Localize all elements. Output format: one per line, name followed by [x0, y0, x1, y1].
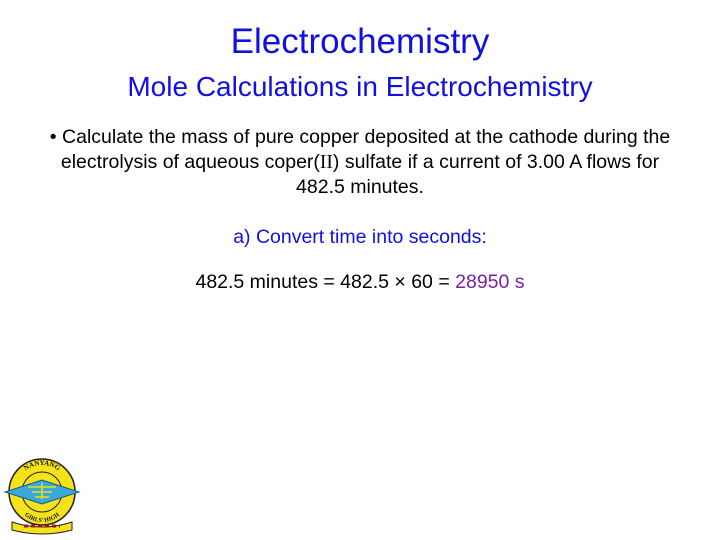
slide-subtitle: Mole Calculations in Electrochemistry [127, 71, 593, 102]
question-part2: ) sulfate if a current of 3.00 A flows f… [296, 151, 660, 198]
roman-numeral: II [319, 152, 333, 173]
school-logo: NANYANG GIRLS' HIGH [3, 458, 81, 535]
bullet-icon: • [49, 126, 57, 148]
step-label: a) Convert time into seconds: [233, 226, 487, 248]
calculation-expression: 482.5 minutes = 482.5 × 60 = [195, 271, 456, 293]
calculation-result: 28950 s [455, 271, 525, 293]
slide-title: Electrochemistry [230, 22, 490, 61]
calculation: 482.5 minutes = 482.5 × 60 = 28950 s [0, 271, 720, 294]
question-text: • Calculate the mass of pure copper depo… [40, 125, 680, 200]
question-part1: Calculate the mass of pure copper deposi… [60, 126, 671, 173]
